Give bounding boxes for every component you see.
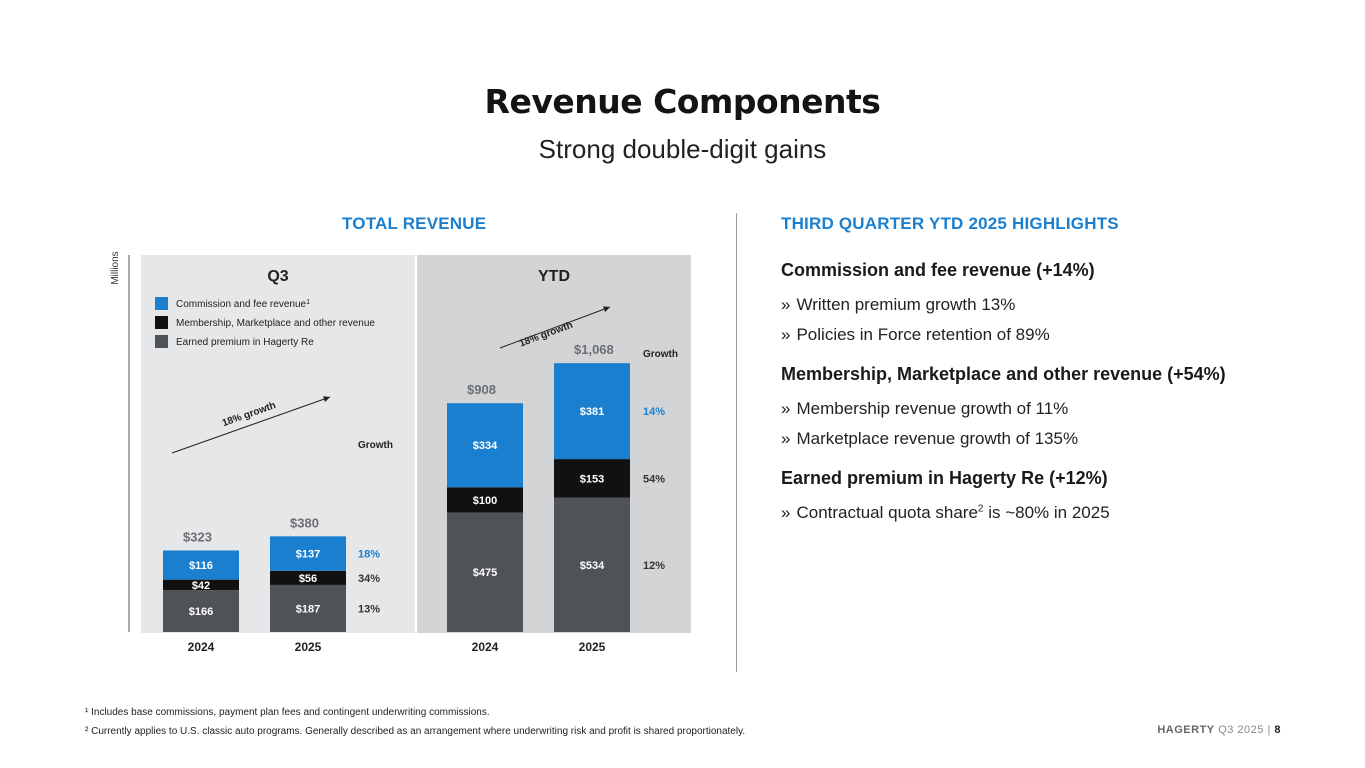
legend-earned-premium-swatch (155, 335, 168, 348)
growth-arrow-head (323, 396, 330, 402)
bullet-text: Membership revenue growth of 11% (796, 399, 1069, 418)
highlight-bullet: » Marketplace revenue growth of 135% (781, 429, 1341, 449)
commission-segment (554, 363, 630, 460)
bullet-text: Marketplace revenue growth of 135% (796, 429, 1079, 448)
membership-segment (554, 459, 630, 498)
highlight-bullet: » Policies in Force retention of 89% (781, 325, 1341, 345)
legend-earned-premium-label: Earned premium in Hagerty Re (176, 337, 314, 348)
category-label: 2025 (579, 640, 606, 654)
growth-value-label: 54% (643, 473, 665, 485)
bullet-text: Policies in Force retention of 89% (796, 325, 1050, 344)
bullet-chevron: » (781, 503, 791, 522)
revenue-chart: Millions Q3 $166 $42 $116 $323 2024 $187 $56 $137… (110, 251, 691, 654)
highlight-earned-premium: Earned premium in Hagerty Re (+12%) » Con… (781, 468, 1341, 533)
highlight-bullet: » Membership revenue growth of 11% (781, 399, 1341, 419)
highlight-commission: Commission and fee revenue (+14%) » Writt… (781, 260, 1341, 355)
highlight-bullet: » Written premium growth 13% (781, 295, 1341, 315)
total-value-label: $323 (183, 529, 212, 544)
highlight-heading: Membership, Marketplace and other revenu… (781, 364, 1226, 384)
highlights-heading: THIRD QUARTER YTD 2025 HIGHLIGHTS (781, 214, 1119, 233)
highlight-heading: Commission and fee revenue (+14%) (781, 260, 1095, 280)
category-label: 2024 (472, 640, 499, 654)
legend-commission-swatch (155, 297, 168, 310)
growth-value-label: 14% (643, 406, 665, 418)
earned-premium-segment (163, 590, 239, 632)
segment-value-label: $116 (189, 560, 213, 572)
growth-value-label: 12% (643, 560, 665, 572)
total-revenue-heading: TOTAL REVENUE (342, 214, 487, 233)
legend-commission-label: Commission and fee revenue1 (176, 299, 310, 311)
earned-premium-segment (447, 512, 523, 632)
highlight-bullet: » Contractual quota share2 is ~80% in 202… (781, 503, 1341, 523)
membership-segment (163, 579, 239, 591)
bullet-chevron: » (781, 325, 791, 344)
brand-logo: HAGERTY (1157, 724, 1215, 736)
footnote-ref: 2 (977, 503, 984, 515)
bullet-text: is ~80% in 2025 (983, 503, 1110, 522)
legend-membership-label: Membership, Marketplace and other revenu… (176, 318, 375, 329)
commission-segment (163, 550, 239, 580)
legend-footnote-ref: 1 (306, 299, 310, 306)
commission-segment (270, 536, 346, 571)
footer-period: Q3 2025 (1218, 724, 1264, 736)
total-value-label: $380 (290, 515, 319, 530)
growth-value-label: 34% (358, 573, 380, 585)
highlight-membership: Membership, Marketplace and other revenu… (781, 364, 1341, 459)
segment-value-label: $153 (580, 473, 604, 485)
bullet-chevron: » (781, 295, 791, 314)
panel-title: Q3 (267, 268, 288, 285)
unit-label: Millions (110, 251, 121, 284)
page-subtitle: Strong double-digit gains (538, 134, 827, 164)
bullet-text: Contractual quota share (796, 503, 978, 522)
earned-premium-segment (554, 497, 630, 632)
growth-header: Growth (358, 440, 393, 451)
page-title: Revenue Components (484, 82, 881, 121)
membership-segment (447, 487, 523, 513)
segment-value-label: $42 (192, 580, 210, 592)
footnote-1: ¹ Includes base commissions, payment pla… (85, 707, 490, 718)
segment-value-label: $534 (580, 560, 605, 572)
growth-value-label: 18% (358, 549, 380, 561)
section-divider (736, 213, 737, 672)
growth-arrow-line (171, 396, 331, 454)
bullet-chevron: » (781, 399, 791, 418)
legend-membership-swatch (155, 316, 168, 329)
segment-value-label: $166 (189, 606, 213, 618)
segment-value-label: $56 (299, 573, 317, 585)
bullet-chevron: » (781, 429, 791, 448)
growth-value-label: 13% (358, 603, 380, 615)
category-label: 2024 (188, 640, 215, 654)
membership-segment (270, 570, 346, 585)
segment-value-label: $475 (473, 567, 497, 579)
footer-separator: | (1267, 724, 1271, 736)
segment-value-label: $100 (473, 495, 497, 507)
segment-value-label: $381 (580, 406, 604, 418)
growth-arrow-line (499, 306, 611, 349)
panel-title: YTD (538, 268, 570, 285)
category-label: 2025 (295, 640, 322, 654)
footnote-2: ² Currently applies to U.S. classic auto… (85, 726, 746, 737)
growth-arrow-head (603, 306, 610, 313)
segment-value-label: $334 (473, 440, 498, 452)
growth-header: Growth (643, 349, 678, 360)
page-number: 8 (1274, 724, 1281, 736)
earned-premium-segment (270, 584, 346, 632)
total-value-label: $908 (467, 382, 496, 397)
total-value-label: $1,068 (574, 342, 614, 357)
segment-value-label: $137 (296, 549, 320, 561)
commission-segment (447, 403, 523, 488)
page-footer: HAGERTY Q3 2025 | 8 (1157, 724, 1281, 736)
highlight-heading: Earned premium in Hagerty Re (+12%) (781, 468, 1108, 488)
bullet-text: Written premium growth 13% (796, 295, 1016, 314)
segment-value-label: $187 (296, 603, 320, 615)
